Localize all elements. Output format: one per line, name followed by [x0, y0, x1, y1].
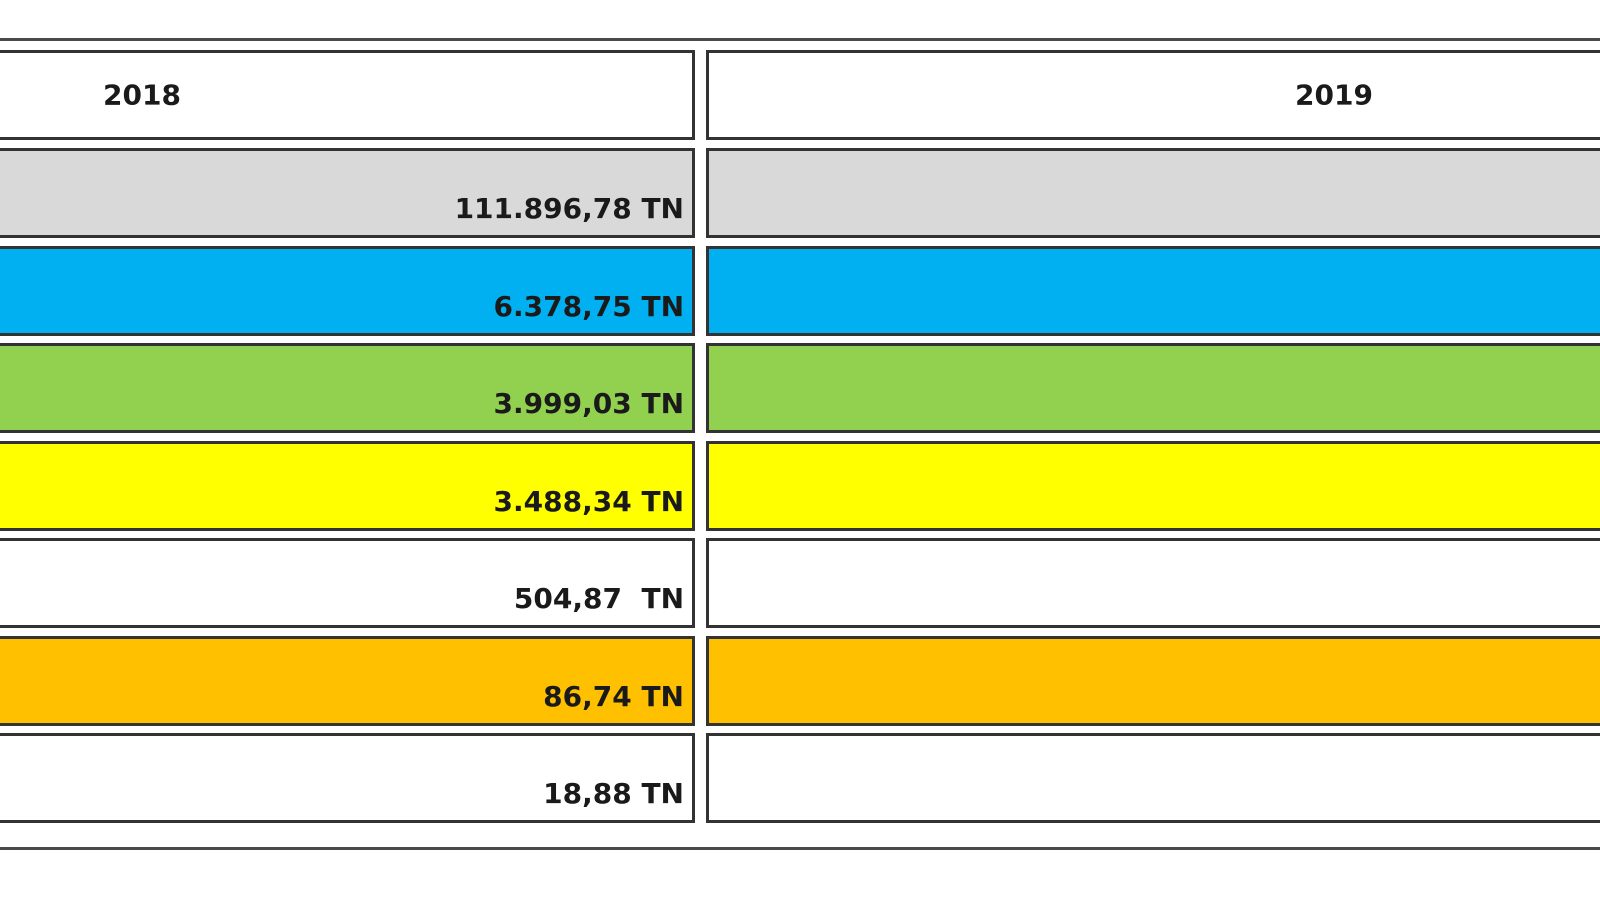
- row-value-2018: 18,88 TN: [543, 777, 684, 810]
- table-row-1-2018: 111.896,78 TN: [0, 148, 695, 238]
- header-2018: 2018: [0, 50, 695, 140]
- table-row-7-2019: [706, 733, 1600, 823]
- table-row-3-2018: 3.999,03 TN: [0, 343, 695, 433]
- row-value-2018: 6.378,75 TN: [493, 290, 684, 323]
- header-2019: 2019: [706, 50, 1600, 140]
- table-row-5-2019: [706, 538, 1600, 628]
- header-2018-label: 2018: [103, 78, 181, 112]
- table-row-4-2018: 3.488,34 TN: [0, 441, 695, 531]
- table-row-6-2019: [706, 636, 1600, 726]
- table-row-6-2018: 86,74 TN: [0, 636, 695, 726]
- table-frame: [0, 38, 1600, 850]
- table-row-7-2018: 18,88 TN: [0, 733, 695, 823]
- table-row-3-2019: [706, 343, 1600, 433]
- row-value-2018: 86,74 TN: [543, 680, 684, 713]
- row-value-2018: 3.488,34 TN: [493, 485, 684, 518]
- table-row-5-2018: 504,87 TN: [0, 538, 695, 628]
- table-row-1-2019: [706, 148, 1600, 238]
- row-value-2018: 111.896,78 TN: [454, 192, 684, 225]
- table-row-2-2019: [706, 246, 1600, 336]
- row-value-2018: 504,87 TN: [513, 582, 684, 615]
- table-row-2-2018: 6.378,75 TN: [0, 246, 695, 336]
- header-2019-label: 2019: [1295, 78, 1373, 112]
- table-row-4-2019: [706, 441, 1600, 531]
- row-value-2018: 3.999,03 TN: [493, 387, 684, 420]
